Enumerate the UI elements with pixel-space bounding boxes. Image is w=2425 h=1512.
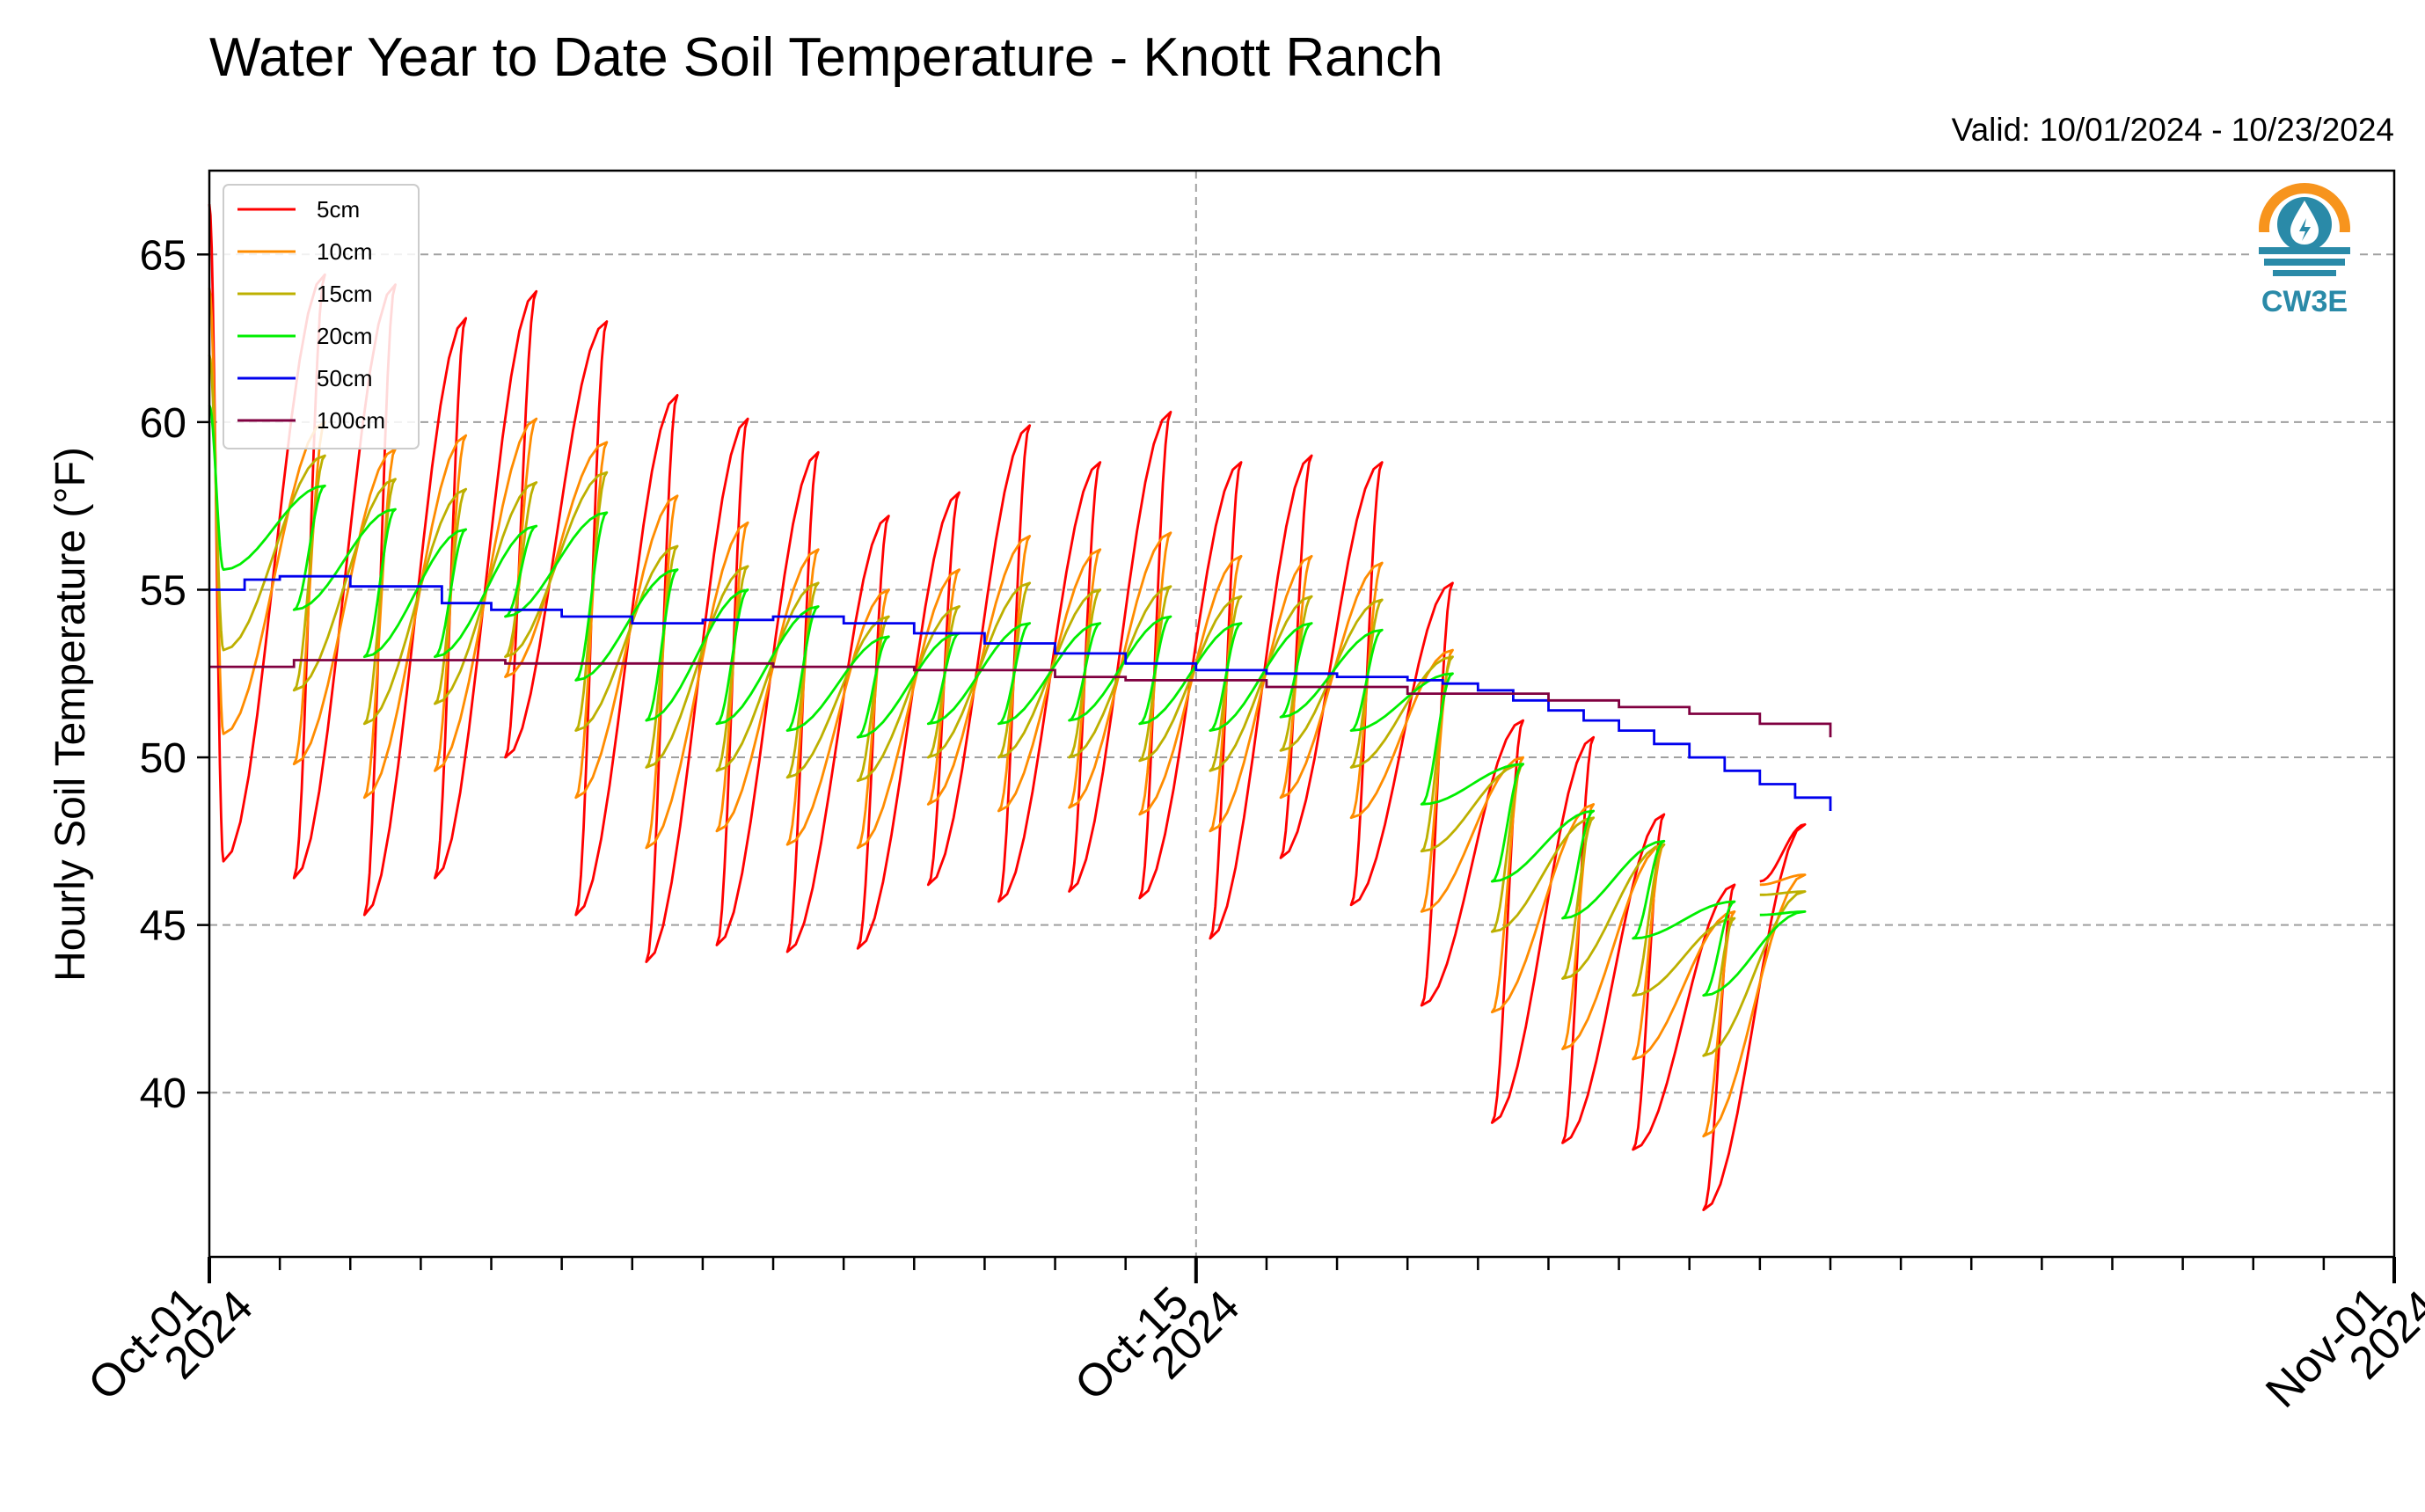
chart-title: Water Year to Date Soil Temperature - Kn…	[209, 27, 1443, 88]
legend-label-100cm: 100cm	[317, 407, 385, 434]
cw3e-logo: CW3E	[2252, 183, 2357, 318]
series-line-50cm	[209, 574, 1832, 811]
legend: 5cm 10cm 15cm 20cm 50cm 100cm	[223, 184, 420, 449]
cw3e-logo-text: CW3E	[2261, 285, 2348, 318]
valid-date-range: Valid: 10/01/2024 - 10/23/2024	[1952, 112, 2394, 148]
series-line-100cm	[209, 659, 1832, 738]
series-line-10cm	[208, 288, 1807, 1138]
plot-area-frame	[208, 169, 2396, 1259]
y-tick-label: 50	[140, 735, 186, 782]
y-tick-label: 45	[140, 903, 186, 950]
y-tick-label: 55	[140, 567, 186, 614]
legend-label-5cm: 5cm	[317, 196, 360, 223]
y-tick-label: 40	[140, 1070, 186, 1117]
series-line-20cm	[208, 405, 1807, 997]
y-tick-label: 65	[140, 232, 186, 279]
legend-label-15cm: 15cm	[317, 281, 373, 307]
grid-lines	[209, 171, 2394, 1257]
series-lines	[208, 203, 1832, 1211]
legend-label-20cm: 20cm	[317, 323, 373, 349]
cw3e-logo-icon	[2252, 183, 2357, 281]
legend-label-50cm: 50cm	[317, 365, 373, 391]
legend-label-10cm: 10cm	[317, 238, 373, 265]
y-axis-label: Hourly Soil Temperature (°F)	[47, 447, 94, 982]
y-tick-label: 60	[140, 400, 186, 447]
